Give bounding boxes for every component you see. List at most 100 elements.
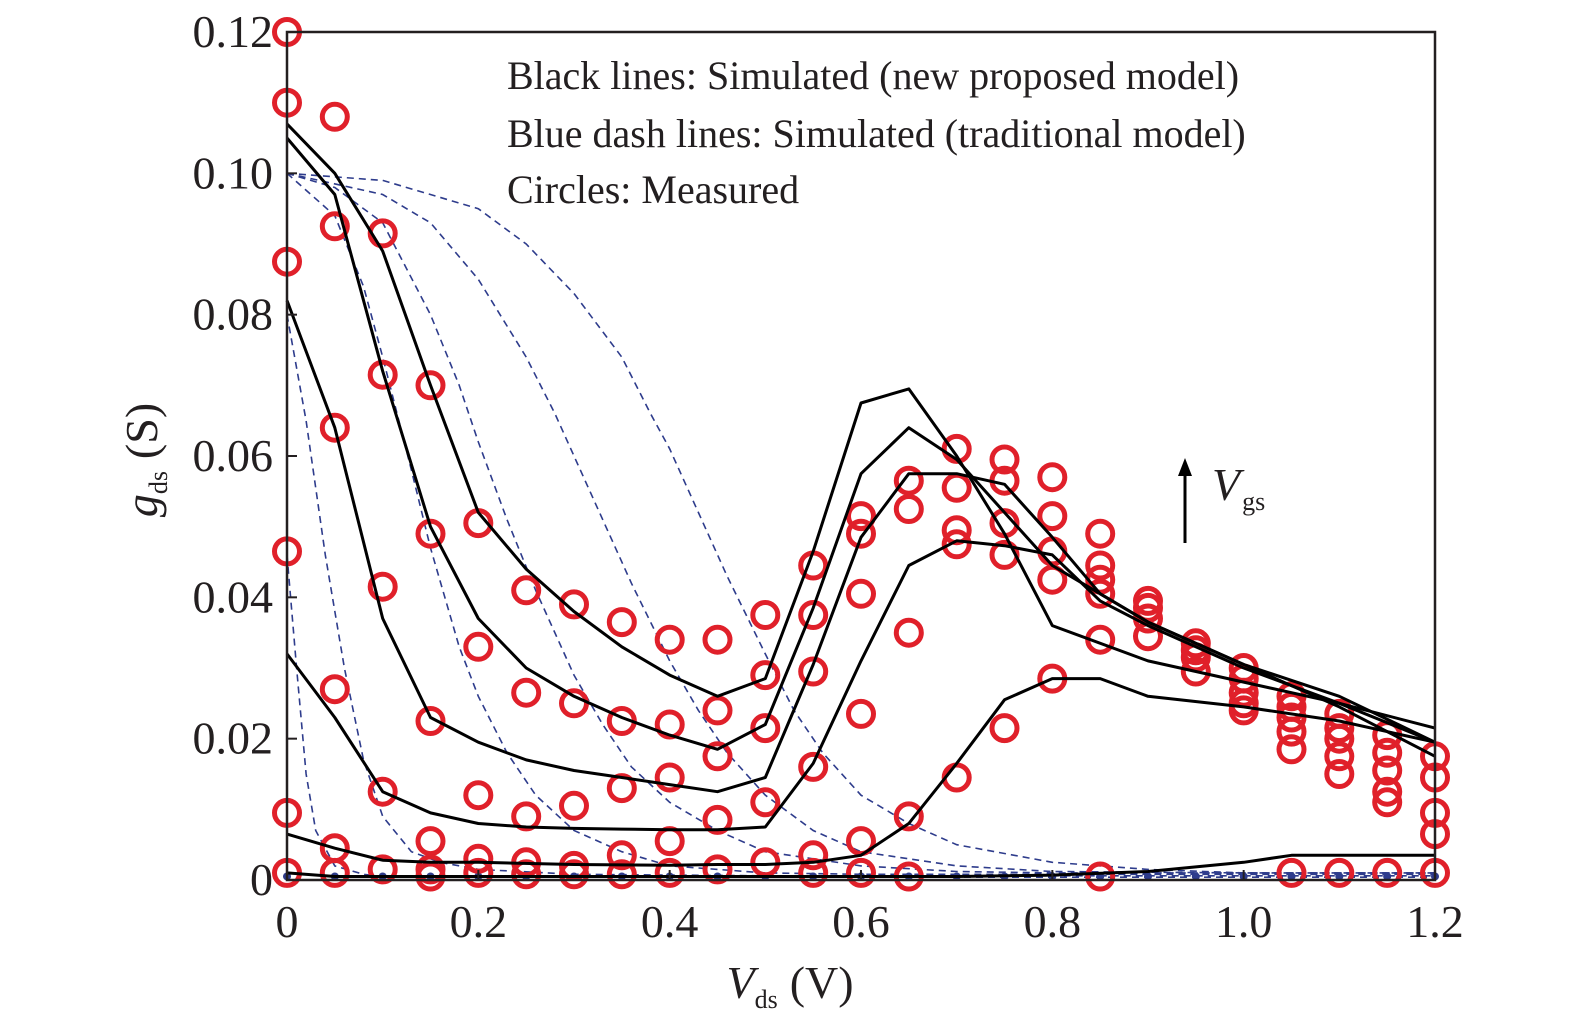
measured-point (846, 698, 876, 729)
measured-point (1324, 857, 1355, 888)
y-tick-label: 0.10 (193, 147, 274, 198)
measured-point (1085, 861, 1116, 892)
measured-point (606, 859, 637, 890)
measured-point (319, 412, 350, 443)
x-tick-label: 0.8 (1024, 896, 1082, 947)
measured-point (1037, 536, 1068, 567)
y-axis-label: gds (S) (116, 403, 173, 517)
measured-point (415, 518, 446, 549)
measured-point (367, 218, 398, 249)
measured-point (1372, 737, 1403, 768)
measured-point (798, 600, 829, 630)
y-tick-label: 0.06 (193, 430, 274, 481)
new-model-line-3 (285, 539, 1436, 832)
measured-point (1037, 501, 1068, 532)
y-axis-symbol: g (116, 494, 167, 517)
measured-point (1037, 462, 1068, 493)
measured-point (1324, 759, 1355, 789)
measured-point (463, 631, 494, 662)
measured-point (463, 780, 494, 811)
measured-point (511, 575, 542, 606)
measured-point (798, 656, 829, 687)
measured-point (1276, 716, 1307, 747)
measured-point (367, 571, 398, 602)
vgs-arrow-head (1178, 458, 1192, 476)
traditional-line-3 (286, 172, 1435, 876)
measured-point (606, 773, 637, 804)
measured-point (798, 840, 829, 871)
legend-line-1: Black lines: Simulated (new proposed mod… (507, 53, 1239, 98)
measured-point (1372, 857, 1403, 888)
vgs-annotation: Vgs (1178, 458, 1265, 543)
measured-point (654, 762, 685, 793)
measured-point (415, 826, 446, 857)
measured-point (559, 790, 589, 821)
measured-point (511, 859, 542, 890)
traditional-point (1191, 872, 1200, 881)
x-tick-label: 1.2 (1406, 896, 1464, 947)
y-tick-label: 0 (250, 854, 273, 905)
measured-point (415, 706, 446, 736)
measured-point (511, 677, 542, 708)
y-tick-label: 0.08 (193, 289, 274, 340)
measured-point (559, 688, 589, 719)
measured-point (319, 674, 350, 705)
measured-point (367, 359, 398, 390)
measured-point (846, 501, 876, 532)
measured-point (654, 826, 685, 857)
y-tick-label: 0.02 (193, 713, 274, 764)
measured-point (367, 854, 398, 885)
axes: 0 0.2 0.4 0.6 0.8 1.0 1.2 0 0.02 0.04 0.06 0.08 0.10… (193, 6, 1464, 947)
traditional-point (1287, 872, 1296, 881)
y-tick-label: 0.04 (193, 571, 274, 622)
measured-point (702, 695, 733, 726)
x-axis-symbol: V (726, 957, 759, 1008)
measured-point (1228, 677, 1259, 708)
measured-point (1372, 787, 1403, 818)
measured-point (798, 751, 829, 782)
measured-point (798, 857, 829, 888)
vgs-symbol: V (1212, 459, 1245, 510)
measured-point (654, 709, 685, 740)
x-tick-label: 0 (276, 896, 299, 947)
measured-point (846, 518, 876, 549)
measured-point (1372, 776, 1403, 807)
measured-point (989, 713, 1020, 744)
measured-point (750, 713, 781, 744)
measured-point (941, 529, 972, 560)
measured-point (367, 776, 398, 807)
measured-point (846, 857, 876, 888)
traditional-line-4 (286, 172, 1435, 874)
x-tick-label: 0.2 (450, 896, 508, 947)
measured-point (1085, 550, 1116, 581)
svg-text:Vgs: Vgs (1212, 459, 1265, 516)
measured-point (941, 762, 972, 793)
measured-point (750, 660, 781, 691)
measured-point (1324, 713, 1355, 744)
x-tick-label: 0.6 (832, 896, 890, 947)
measured-point (750, 600, 781, 630)
measured-point (702, 741, 733, 772)
measured-point (1276, 702, 1307, 733)
measured-point (893, 465, 924, 496)
legend-line-3: Circles: Measured (507, 167, 799, 212)
measured-point (1324, 723, 1355, 754)
x-tick-label: 0.4 (641, 896, 699, 947)
measured-point (893, 494, 924, 524)
traditional-point (1144, 872, 1152, 881)
y-tick-label: 0.12 (193, 6, 274, 57)
new-model-line-5 (285, 137, 1436, 751)
measured-point (1276, 734, 1307, 765)
new-model-lines (285, 122, 1436, 878)
x-axis-unit: (V) (790, 957, 854, 1008)
measured-point (559, 859, 589, 890)
measured-point (511, 801, 542, 832)
plot-frame (285, 30, 1437, 882)
measured-point (1085, 578, 1116, 609)
measured-point (606, 840, 637, 871)
measured-point (702, 624, 733, 655)
vgs-subscript: gs (1242, 487, 1265, 516)
measured-point (606, 607, 637, 638)
measured-point (1324, 741, 1355, 772)
measured-point (654, 624, 685, 655)
